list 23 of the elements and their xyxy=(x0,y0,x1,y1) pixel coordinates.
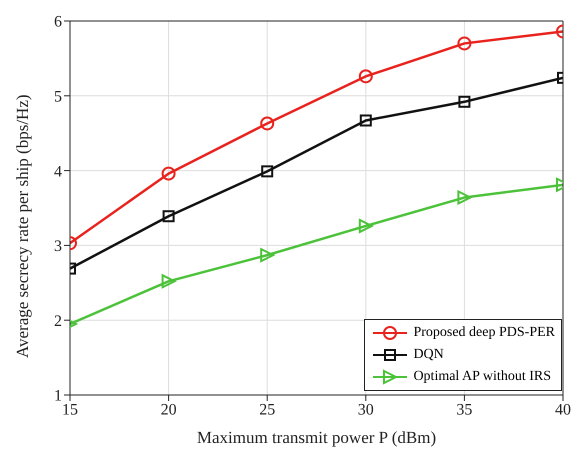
y-tick-label: 1 xyxy=(54,388,62,405)
y-tick-label: 5 xyxy=(54,88,62,106)
y-tick-label: 6 xyxy=(54,14,62,31)
y-tick-label: 2 xyxy=(54,312,62,330)
legend-label: Proposed deep PDS-PER xyxy=(413,325,555,341)
x-tick-label: 20 xyxy=(160,401,177,418)
point xyxy=(360,114,372,126)
x-tick-label: 30 xyxy=(358,401,374,418)
legend-label: DQN xyxy=(413,347,444,363)
y-axis-title: Average secrecy rate per ship (bps/Hz) xyxy=(13,94,32,358)
y-tick-label: 3 xyxy=(54,238,62,256)
x-tick-label: 15 xyxy=(62,401,78,418)
point xyxy=(358,69,373,84)
point xyxy=(260,116,274,130)
x-axis-title: Maximum transmit power P (dBm) xyxy=(196,428,436,447)
x-tick-label: 35 xyxy=(456,401,472,418)
legend-label: Optimal AP without IRS xyxy=(413,369,551,385)
x-tick-label: 40 xyxy=(555,401,571,418)
point xyxy=(260,248,274,262)
point xyxy=(261,165,274,178)
y-tick-label: 4 xyxy=(54,163,62,180)
point xyxy=(358,218,373,233)
x-tick-label: 25 xyxy=(259,401,276,418)
